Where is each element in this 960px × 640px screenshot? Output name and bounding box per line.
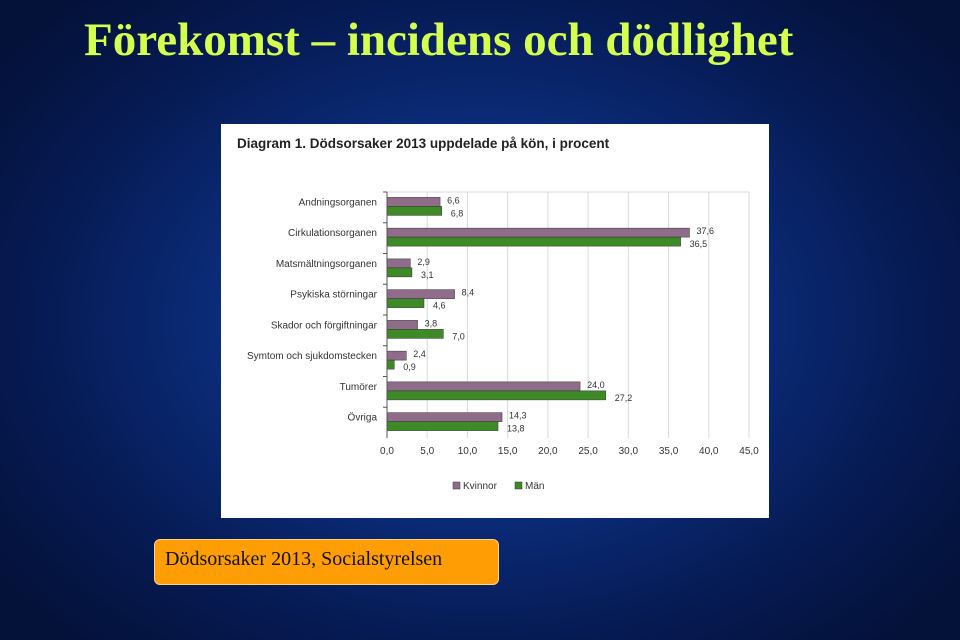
- data-label: 37,6: [696, 226, 714, 236]
- bar-man: [386, 298, 425, 308]
- bar-kvinnor: [386, 289, 455, 299]
- slide-title: Förekomst – incidens och dödlighet: [84, 14, 794, 66]
- x-tick-label: 10,0: [458, 446, 478, 457]
- x-tick-label: 0,0: [380, 446, 394, 457]
- bar-kvinnor: [386, 350, 407, 361]
- bar-man: [386, 329, 444, 339]
- data-label: 3,1: [421, 270, 434, 280]
- data-labels: 6,6 6,8 37,6 36,5 2,9 3,1 8,4 4,6 3,8 7,0 2,4 0,9 24…: [403, 195, 714, 433]
- bar-man: [386, 267, 413, 278]
- source-caption: Dödsorsaker 2013, Socialstyrelsen: [165, 548, 443, 570]
- category-label: Symtom och sjukdomstecken: [247, 351, 377, 362]
- legend-swatch-kvinnor: [452, 481, 461, 490]
- legend-label: Kvinnor: [463, 481, 498, 492]
- bar-man: [386, 236, 681, 247]
- data-label: 3,8: [425, 318, 438, 328]
- bar-kvinnor: [386, 412, 503, 422]
- category-label: Cirkulationsorganen: [288, 228, 377, 239]
- x-tick-label: 35,0: [659, 446, 679, 457]
- bars: [386, 197, 690, 431]
- bar-man: [386, 206, 442, 216]
- bar-kvinnor: [386, 320, 418, 330]
- data-label: 8,4: [462, 288, 475, 298]
- data-label: 27,2: [615, 393, 633, 403]
- data-label: 24,0: [587, 380, 605, 390]
- category-label: Tumörer: [340, 382, 378, 393]
- chart-title: Diagram 1. Dödsorsaker 2013 uppdelade på…: [237, 136, 610, 151]
- data-label: 6,6: [447, 195, 460, 205]
- source-box: Dödsorsaker 2013, Socialstyrelsen: [154, 539, 499, 585]
- x-tick-label: 15,0: [498, 446, 518, 457]
- x-tick-label: 40,0: [699, 446, 719, 457]
- category-label: Övriga: [348, 412, 378, 424]
- bar-man: [386, 421, 499, 431]
- bar-man: [386, 359, 395, 370]
- data-label: 6,8: [451, 208, 464, 218]
- axes: 0,0 5,0 10,0 15,0 20,0 25,0 30,0 35,0 40,0 45,0 An…: [247, 191, 759, 457]
- data-label: 4,6: [433, 301, 446, 311]
- category-label: Andningsorganen: [299, 197, 377, 208]
- x-tick-label: 30,0: [619, 446, 639, 457]
- category-label: Skador och förgiftningar: [271, 320, 378, 331]
- category-label: Psykiska störningar: [290, 290, 377, 301]
- bar-kvinnor: [386, 258, 411, 269]
- bar-chart: Diagram 1. Dödsorsaker 2013 uppdelade på…: [237, 136, 759, 492]
- data-label: 14,3: [509, 411, 527, 421]
- x-tick-label: 45,0: [739, 446, 759, 457]
- x-tick-label: 20,0: [538, 446, 558, 457]
- bar-man: [386, 390, 607, 401]
- data-label: 13,8: [507, 424, 525, 434]
- legend-swatch-man: [514, 481, 523, 490]
- category-label: Matsmältningsorganen: [276, 259, 377, 270]
- data-label: 0,9: [403, 362, 416, 372]
- data-label: 2,9: [417, 257, 430, 267]
- data-label: 36,5: [690, 239, 708, 249]
- bar-kvinnor: [386, 227, 690, 238]
- bar-kvinnor: [386, 381, 581, 392]
- x-tick-label: 5,0: [420, 446, 434, 457]
- chart-panel: Diagram 1. Dödsorsaker 2013 uppdelade på…: [221, 124, 769, 518]
- data-label: 7,0: [452, 331, 465, 341]
- data-label: 2,4: [413, 349, 426, 359]
- x-tick-label: 25,0: [578, 446, 598, 457]
- legend-label: Män: [525, 481, 544, 492]
- bar-kvinnor: [386, 197, 441, 207]
- legend: Kvinnor Män: [452, 481, 544, 492]
